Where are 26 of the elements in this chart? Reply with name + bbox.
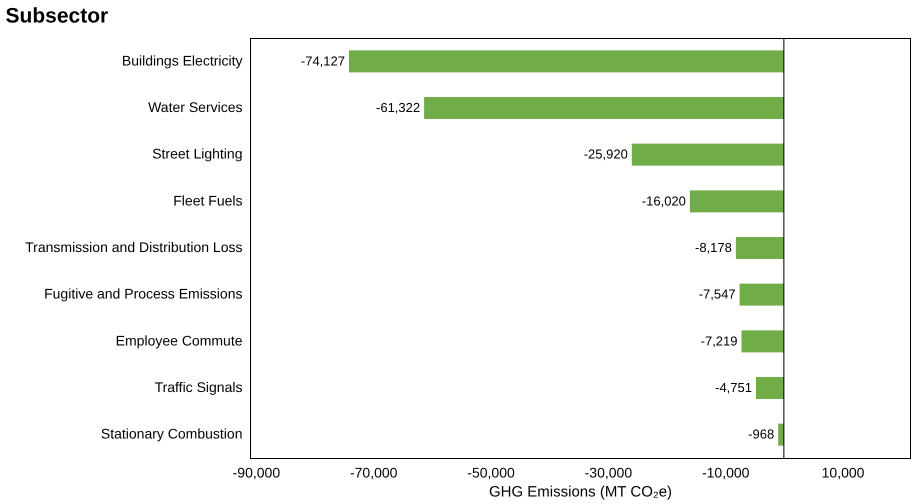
x-tick-label: -30,000 (584, 464, 632, 480)
y-axis-title: Subsector (6, 4, 108, 28)
data-label: -7,547 (698, 286, 736, 302)
x-tick-label: -70,000 (350, 464, 398, 480)
x-tick-label: -90,000 (232, 464, 280, 480)
x-tick-label: 10,000 (822, 464, 865, 480)
y-tick-label: Stationary Combustion (100, 426, 242, 442)
y-tick-label: Fugitive and Process Emissions (44, 286, 242, 302)
data-label: -4,751 (715, 380, 752, 395)
y-tick-label: Traffic Signals (154, 379, 242, 395)
data-label: -61,322 (376, 100, 420, 115)
y-tick-label: Transmission and Distribution Loss (25, 239, 242, 255)
data-label: -16,020 (642, 193, 686, 208)
y-tick-label: Fleet Fuels (173, 192, 242, 208)
data-label: -25,920 (584, 146, 628, 162)
data-label: -968 (748, 426, 774, 442)
y-tick-label: Water Services (148, 99, 242, 115)
data-label: -7,219 (700, 333, 738, 348)
y-tick-label: Buildings Electricity (122, 52, 242, 68)
data-label: -74,127 (300, 53, 345, 68)
y-tick-label: Street Lighting (152, 146, 242, 162)
x-tick-label: -50,000 (467, 464, 515, 480)
x-tick-label: -10,000 (702, 464, 750, 480)
x-axis-title: GHG Emissions (MT CO₂e) (488, 484, 672, 500)
y-tick-label: Employee Commute (116, 332, 243, 348)
data-label: -8,178 (695, 240, 732, 255)
